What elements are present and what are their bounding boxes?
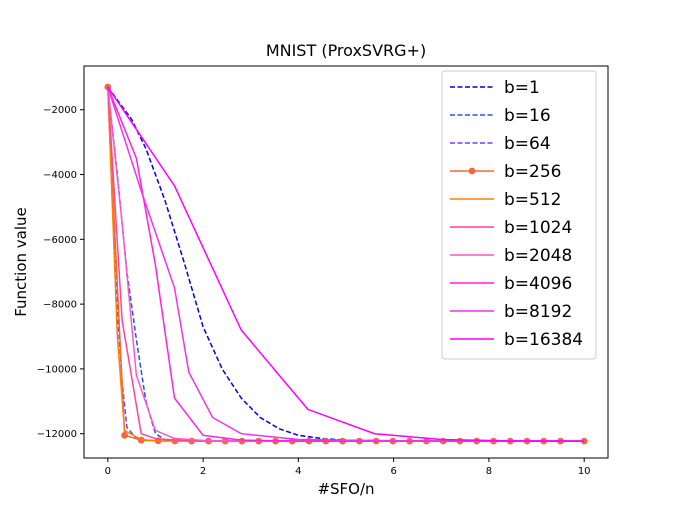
series-line-b-1 — [107, 86, 585, 442]
legend-label: b=16384 — [504, 330, 583, 350]
y-tick-label: −12000 — [37, 429, 77, 440]
plot-frame — [83, 65, 609, 459]
legend-label: b=1 — [504, 78, 540, 98]
legend-label: b=4096 — [504, 274, 572, 294]
legend-label: b=64 — [504, 134, 551, 154]
y-tick-label: −10000 — [37, 364, 77, 375]
data-point-b-256 — [121, 431, 128, 439]
legend-label: b=512 — [504, 190, 561, 210]
x-tick-label: 8 — [486, 466, 492, 477]
legend-label: b=16 — [504, 106, 551, 126]
chart-title: MNIST (ProxSVRG+) — [266, 41, 426, 60]
legend-label: b=256 — [504, 162, 561, 182]
x-tick-label: 6 — [390, 466, 396, 477]
legend-label: b=2048 — [504, 246, 572, 266]
axis-ticks: 0 2 4 6 8 10 −12000 −10000 −8000 −6000 −4000 −2000 — [37, 105, 591, 477]
x-tick-label: 4 — [295, 466, 301, 477]
y-tick-label: −2000 — [43, 105, 77, 116]
y-axis-label: Function value — [12, 207, 30, 317]
x-tick-label: 10 — [578, 466, 591, 477]
x-axis-label: #SFO/n — [317, 480, 374, 498]
legend-label: b=1024 — [504, 218, 572, 238]
y-tick-label: −8000 — [43, 300, 77, 311]
x-tick-label: 0 — [105, 466, 111, 477]
legend-marker — [468, 167, 476, 175]
x-tick-label: 2 — [200, 466, 206, 477]
series-line-b-8192 — [107, 86, 585, 442]
legend-label: b=8192 — [504, 302, 572, 322]
legend: b=1 b=16 b=64 b=256 b=512 b=1024 b=2048 b=4096 b… — [441, 70, 597, 360]
y-tick-label: −4000 — [43, 170, 77, 181]
y-tick-label: −6000 — [43, 235, 77, 246]
series-lines — [104, 83, 588, 445]
series-line-b-16384 — [107, 86, 585, 442]
